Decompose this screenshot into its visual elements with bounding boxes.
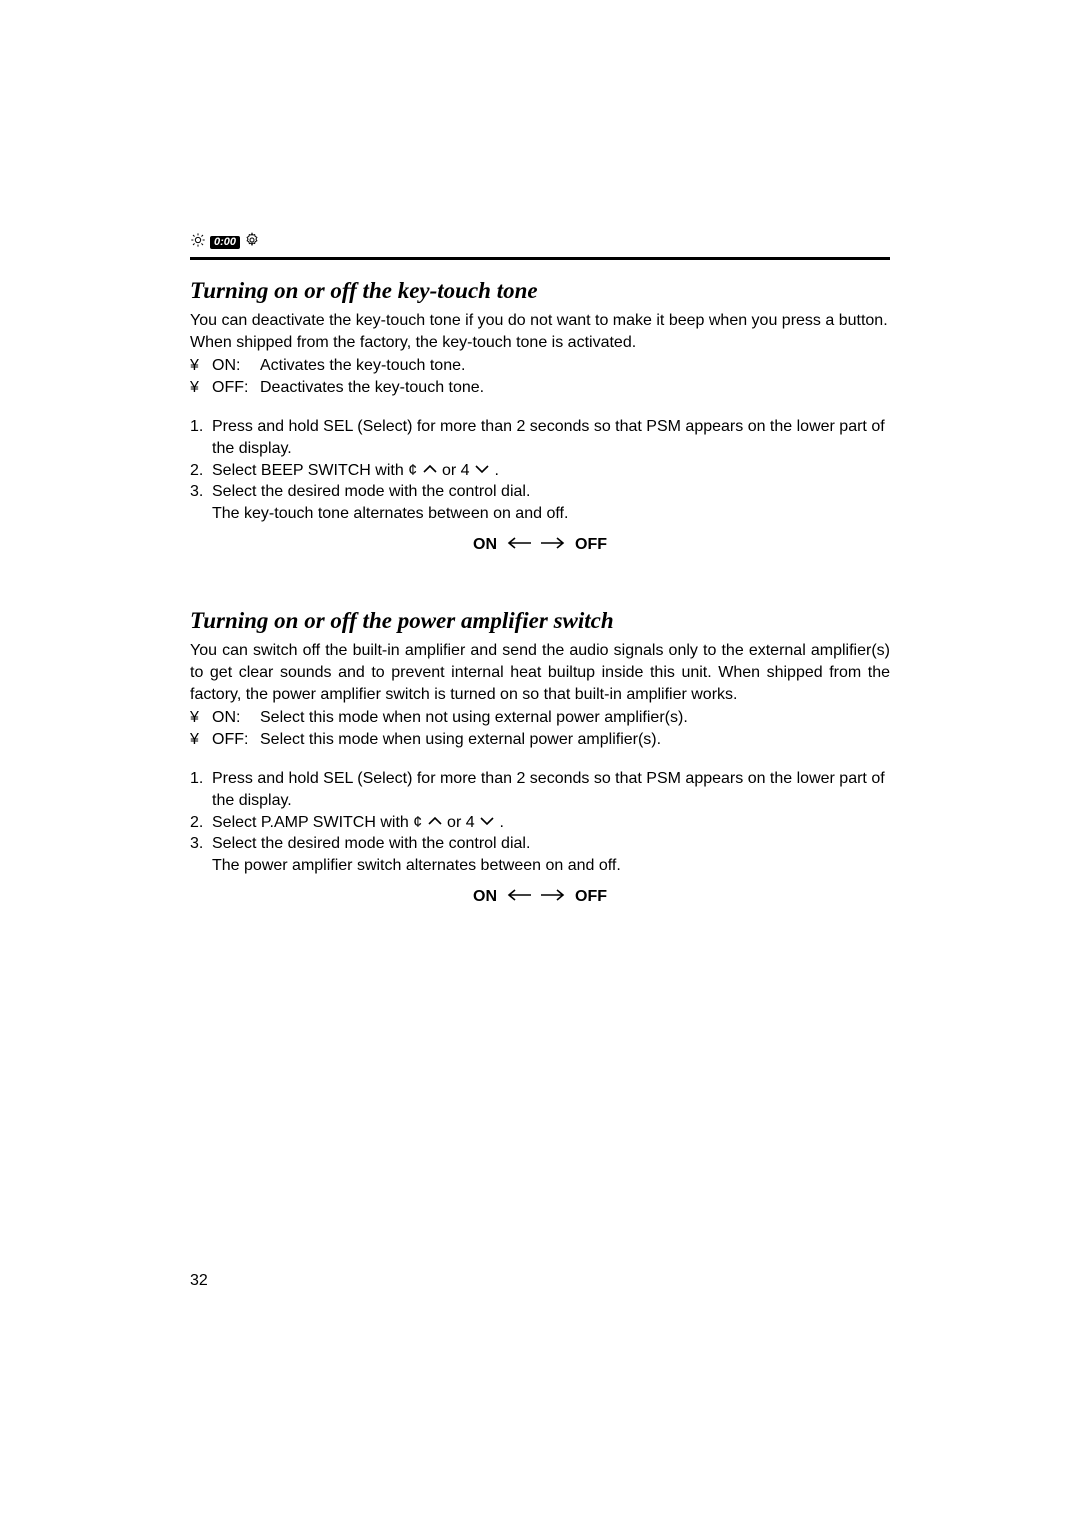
step-body: Press and hold SEL (Select) for more tha… [212,416,890,459]
step-num: 3. [190,833,212,876]
section1-off-row: ¥ OFF: Deactivates the key-touch tone. [190,377,890,399]
section1-step2: 2. Select BEEP SWITCH with ¢ or 4 . [190,460,890,482]
section2-intro: You can switch off the built-in amplifie… [190,640,890,705]
chevron-down-icon [474,460,490,482]
section1-step1: 1. Press and hold SEL (Select) for more … [190,416,890,459]
step-body: Select P.AMP SWITCH with ¢ or 4 . [212,812,890,834]
section2-off-row: ¥ OFF: Select this mode when using exter… [190,729,890,751]
step-num: 2. [190,460,212,482]
step2-a: Select P.AMP SWITCH with ¢ [212,814,427,831]
step-num: 3. [190,481,212,524]
step3-a: Select the desired mode with the control… [212,835,530,852]
bullet-icon: ¥ [190,377,212,399]
section1-on-row: ¥ ON: Activates the key-touch tone. [190,355,890,377]
off-label: OFF: [212,729,260,751]
step3-a: Select the desired mode with the control… [212,483,530,500]
section2-step3: 3. Select the desired mode with the cont… [190,833,890,876]
header-icon-row: 0:00 [190,232,890,253]
step-body: Press and hold SEL (Select) for more tha… [212,768,890,811]
section2-step1: 1. Press and hold SEL (Select) for more … [190,768,890,811]
step2-b: or 4 [442,462,474,479]
off-label: OFF: [212,377,260,399]
toggle-off-label: OFF [575,888,607,906]
chevron-up-icon [427,812,443,834]
toggle-on-label: ON [473,536,497,554]
step-body: Select the desired mode with the control… [212,481,890,524]
gear-icon [244,232,260,253]
header-rule [190,257,890,260]
off-desc: Select this mode when using external pow… [260,729,890,751]
step-num: 1. [190,768,212,811]
step3-b: The key-touch tone alternates between on… [212,505,568,522]
toggle-on-label: ON [473,888,497,906]
section1-toggle: ON OFF [190,536,890,554]
section2-toggle: ON OFF [190,888,890,906]
on-desc: Select this mode when not using external… [260,707,890,729]
chevron-down-icon [479,812,495,834]
step2-a: Select BEEP SWITCH with ¢ [212,462,422,479]
on-label: ON: [212,355,260,377]
sun-icon [190,232,206,253]
page-number: 32 [190,1272,208,1290]
arrow-right-icon [541,888,565,906]
section2-step2: 2. Select P.AMP SWITCH with ¢ or 4 . [190,812,890,834]
toggle-off-label: OFF [575,536,607,554]
step2-c: . [494,462,498,479]
step3-b: The power amplifier switch alternates be… [212,857,621,874]
section1-title: Turning on or off the key-touch tone [190,278,890,304]
clock-label: 0:00 [214,236,236,248]
step2-c: . [500,814,504,831]
section2-on-row: ¥ ON: Select this mode when not using ex… [190,707,890,729]
step-body: Select BEEP SWITCH with ¢ or 4 . [212,460,890,482]
bullet-icon: ¥ [190,729,212,751]
chevron-up-icon [422,460,438,482]
manual-page: 0:00 Turning on or off the key-touch ton… [0,0,1080,1528]
arrow-left-icon [507,536,531,554]
step-num: 2. [190,812,212,834]
on-desc: Activates the key-touch tone. [260,355,890,377]
off-desc: Deactivates the key-touch tone. [260,377,890,399]
bullet-icon: ¥ [190,355,212,377]
bullet-icon: ¥ [190,707,212,729]
step-num: 1. [190,416,212,459]
section1-intro: You can deactivate the key-touch tone if… [190,310,890,353]
section2-title: Turning on or off the power amplifier sw… [190,608,890,634]
step2-b: or 4 [447,814,479,831]
step-body: Select the desired mode with the control… [212,833,890,876]
arrow-left-icon [507,888,531,906]
clock-badge: 0:00 [210,236,240,249]
on-label: ON: [212,707,260,729]
section1-step3: 3. Select the desired mode with the cont… [190,481,890,524]
arrow-right-icon [541,536,565,554]
